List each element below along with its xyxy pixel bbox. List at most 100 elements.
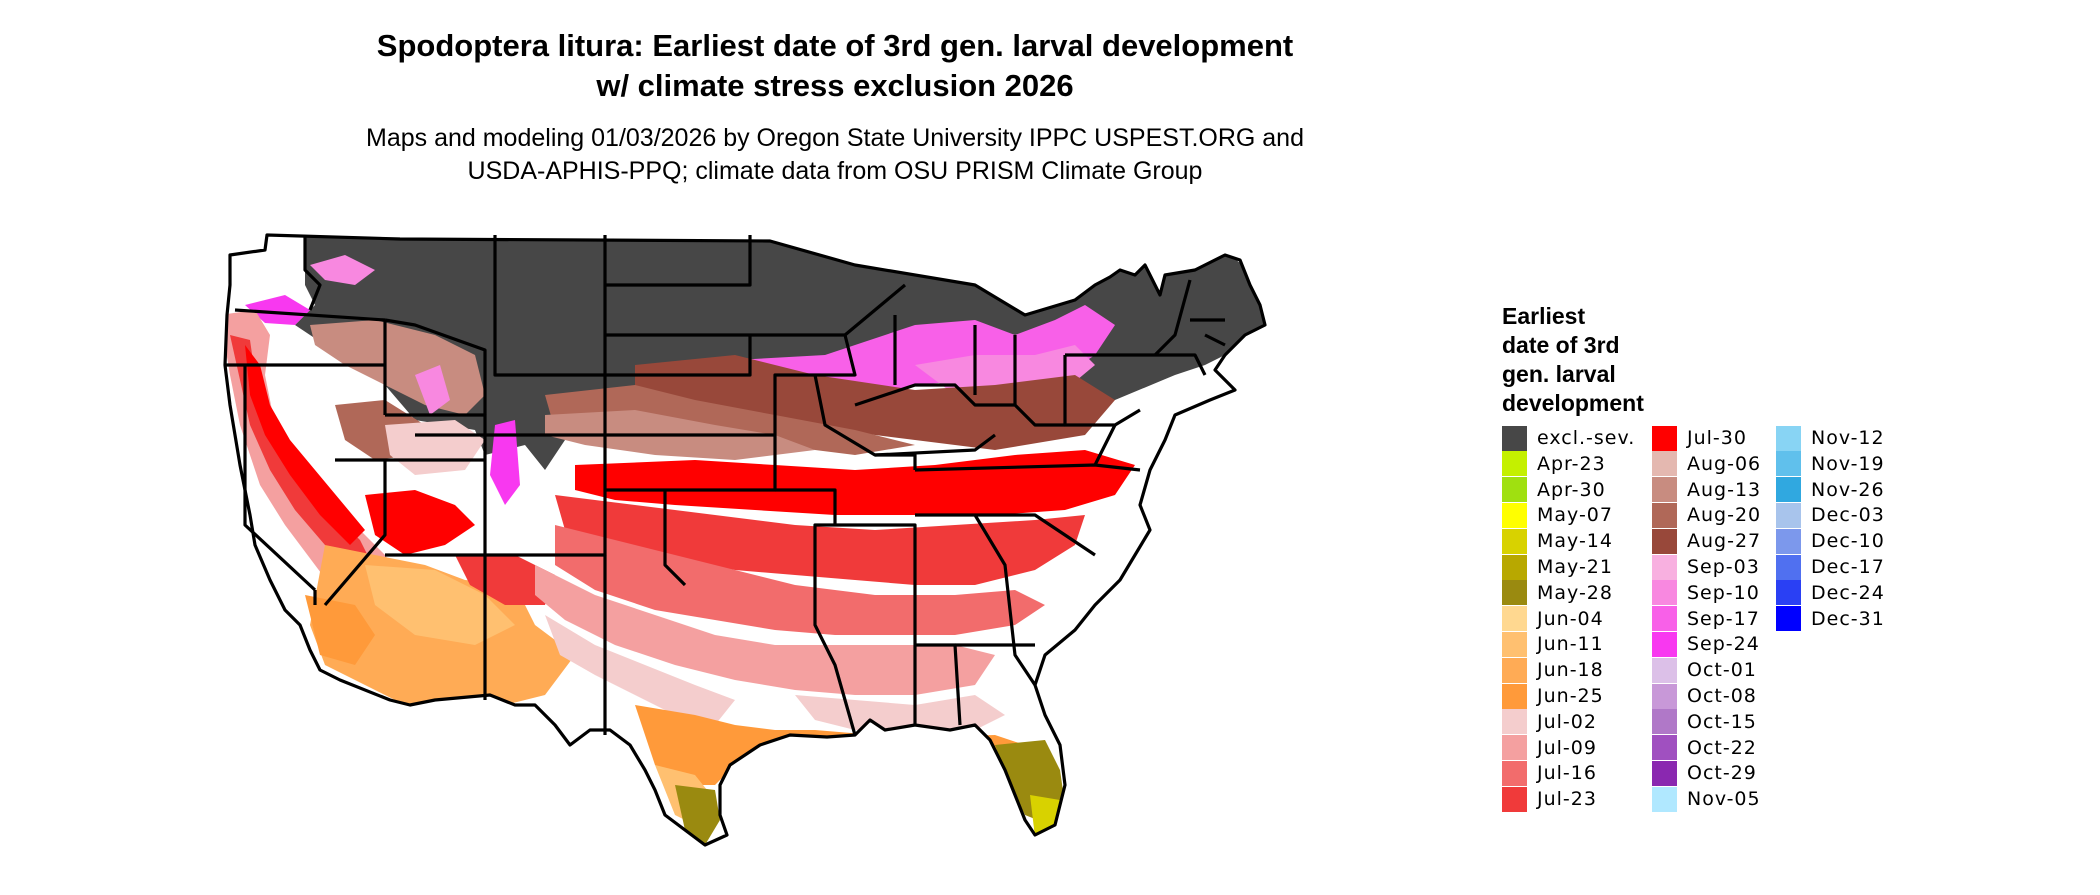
- legend-item: Oct-01: [1652, 657, 1757, 683]
- legend-item: Sep-10: [1652, 580, 1760, 606]
- legend-label: Dec-24: [1811, 581, 1885, 604]
- legend-label: Dec-17: [1811, 556, 1885, 578]
- legend-label: Oct-29: [1687, 762, 1757, 785]
- legend-item: Sep-03: [1652, 554, 1760, 580]
- legend-swatch: [1502, 631, 1527, 657]
- legend-label: Jul-16: [1537, 762, 1597, 785]
- legend-label: Nov-05: [1687, 788, 1761, 811]
- legend-swatch: [1652, 709, 1677, 735]
- legend-item: Dec-10: [1776, 528, 1885, 554]
- legend-item: Jul-02: [1502, 709, 1597, 735]
- legend-swatch: [1652, 502, 1677, 528]
- legend-swatch: [1776, 451, 1801, 477]
- legend-label: Sep-17: [1687, 607, 1760, 630]
- legend-swatch: [1502, 451, 1527, 477]
- legend-swatch: [1652, 631, 1677, 657]
- legend-swatch: [1502, 606, 1527, 632]
- legend-item: Jun-25: [1502, 683, 1604, 709]
- legend-item: Jul-30: [1652, 425, 1747, 451]
- legend-title-line: date of 3rd: [1502, 332, 1620, 358]
- legend-item: Oct-08: [1652, 683, 1757, 709]
- legend-swatch: [1502, 554, 1527, 580]
- legend-item: excl.-sev.: [1502, 425, 1635, 451]
- legend-swatch: [1652, 606, 1677, 632]
- legend-item: May-21: [1502, 554, 1613, 580]
- legend-item: Jul-09: [1502, 735, 1597, 761]
- legend-title-line: Earliest: [1502, 303, 1586, 329]
- legend-item: Dec-24: [1776, 580, 1885, 606]
- legend-swatch: [1502, 477, 1527, 503]
- legend-item: Aug-20: [1652, 502, 1761, 528]
- legend-item: Oct-29: [1652, 760, 1757, 786]
- us-development-map: [223, 233, 1267, 847]
- legend-label: Oct-01: [1687, 659, 1757, 682]
- legend-swatch: [1776, 477, 1801, 503]
- map-subtitle-line-2: USDA-APHIS-PPQ; climate data from OSU PR…: [467, 157, 1203, 185]
- legend-label: Sep-03: [1687, 556, 1760, 578]
- legend-swatch: [1502, 709, 1527, 735]
- legend-label: Apr-23: [1537, 452, 1606, 475]
- map-subtitle-line-1: Maps and modeling 01/03/2026 by Oregon S…: [366, 124, 1304, 152]
- legend-label: excl.-sev.: [1537, 427, 1636, 449]
- legend-label: Dec-10: [1811, 530, 1885, 553]
- legend-swatch: [1652, 425, 1677, 451]
- legend-item: Dec-31: [1776, 606, 1885, 632]
- legend-item: Sep-17: [1652, 606, 1760, 632]
- legend-label: Oct-08: [1687, 685, 1757, 707]
- legend-swatch: [1776, 554, 1801, 580]
- legend-swatch: [1776, 425, 1801, 451]
- legend-swatch: [1652, 528, 1677, 554]
- legend-swatch: [1502, 657, 1527, 683]
- legend-label: Sep-10: [1687, 581, 1760, 604]
- legend-label: Jun-11: [1537, 633, 1604, 656]
- legend-label: Dec-31: [1811, 607, 1885, 630]
- legend-swatch: [1652, 657, 1677, 683]
- legend-item: Nov-26: [1776, 477, 1885, 503]
- legend-label: Jun-04: [1537, 607, 1604, 630]
- legend-label: Oct-22: [1687, 736, 1757, 759]
- legend-label: Nov-12: [1811, 427, 1885, 449]
- legend-label: May-14: [1537, 530, 1613, 553]
- legend-swatch: [1776, 528, 1801, 554]
- legend-item: Jul-23: [1502, 786, 1597, 812]
- legend-label: Jul-23: [1537, 788, 1597, 811]
- legend-item: Dec-03: [1776, 502, 1885, 528]
- legend-swatch: [1652, 760, 1677, 786]
- legend-swatch: [1502, 425, 1527, 451]
- legend-swatch: [1652, 477, 1677, 503]
- legend-item: Aug-13: [1652, 477, 1761, 503]
- legend-item: Jun-11: [1502, 631, 1604, 657]
- legend-item: May-07: [1502, 502, 1613, 528]
- legend-swatch: [1502, 683, 1527, 709]
- map-title-line-1: Spodoptera litura: Earliest date of 3rd …: [376, 28, 1294, 63]
- legend-swatch: [1652, 683, 1677, 709]
- legend-swatch: [1502, 760, 1527, 786]
- legend-item: Aug-27: [1652, 528, 1761, 554]
- legend-swatch: [1502, 580, 1527, 606]
- legend-label: Nov-26: [1811, 478, 1885, 501]
- legend-swatch: [1502, 786, 1527, 812]
- legend-swatch: [1776, 502, 1801, 528]
- legend-item: Sep-24: [1652, 631, 1760, 657]
- legend-swatch: [1776, 606, 1801, 632]
- legend-label: Oct-15: [1687, 710, 1757, 733]
- legend-item: Aug-06: [1652, 451, 1761, 477]
- legend-label: Jul-02: [1537, 710, 1597, 733]
- legend-swatch: [1652, 580, 1677, 606]
- legend-item: Nov-05: [1652, 786, 1761, 812]
- legend-label: Aug-06: [1687, 452, 1762, 475]
- legend-item: Nov-19: [1776, 451, 1885, 477]
- legend-label: Sep-24: [1687, 633, 1760, 656]
- legend-item: Oct-15: [1652, 709, 1757, 735]
- legend-swatch: [1652, 786, 1677, 812]
- legend-swatch: [1502, 735, 1527, 761]
- legend-item: Apr-23: [1502, 451, 1606, 477]
- legend-item: Jul-16: [1502, 760, 1597, 786]
- legend-title: Earliest date of 3rd gen. larval develop…: [1502, 302, 1692, 418]
- legend-label: May-28: [1537, 581, 1613, 604]
- legend-swatch: [1652, 451, 1677, 477]
- legend-label: Aug-13: [1687, 478, 1762, 501]
- legend-label: Apr-30: [1537, 478, 1606, 501]
- legend-label: Jul-09: [1537, 736, 1597, 759]
- map-title-line-2: w/ climate stress exclusion 2026: [596, 68, 1074, 103]
